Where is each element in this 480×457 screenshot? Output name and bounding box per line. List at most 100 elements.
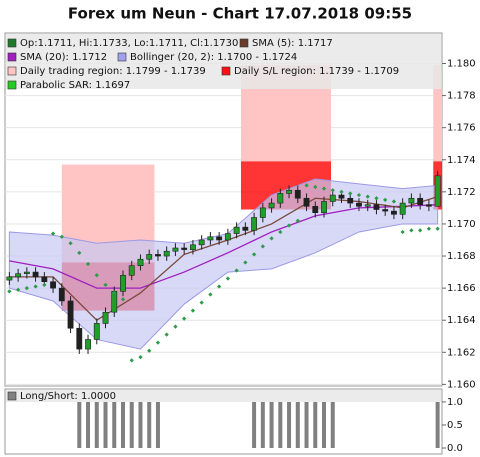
sar-dot [348, 191, 353, 196]
sar-dot [155, 340, 161, 345]
legend-swatch [7, 52, 17, 62]
candle-body [93, 323, 100, 340]
sar-dot [409, 228, 414, 233]
candle-body [408, 197, 415, 204]
legend-box [6, 34, 441, 89]
candle-body [259, 207, 266, 218]
sar-dot [234, 268, 239, 273]
candle-body [268, 202, 275, 209]
long-short-bar [269, 401, 274, 449]
long-short-bar [278, 401, 283, 449]
legend-label: Daily S/L region: 1.1739 - 1.1709 [234, 66, 399, 77]
sar-dot [260, 244, 265, 249]
candle-body [312, 205, 319, 214]
y-tick-label: 1.178 [447, 91, 476, 102]
long-short-bar [129, 401, 134, 449]
trading-region [433, 65, 442, 162]
candle-body [364, 204, 371, 207]
candle-body [417, 197, 424, 205]
long-short-bar [138, 401, 143, 449]
candle-body [85, 339, 91, 350]
sar-dot [138, 354, 143, 360]
lower-panel-title: Long/Short: 1.0000 [20, 391, 116, 402]
candle-body [120, 274, 126, 292]
candle-body [356, 202, 362, 207]
candle-body [277, 193, 284, 204]
sar-dot [400, 229, 405, 235]
sar-dot [129, 358, 134, 363]
long-short-bar [147, 401, 152, 449]
long-short-bar [86, 401, 91, 449]
legend-swatch [221, 66, 231, 76]
candle-body [50, 281, 56, 289]
legend-swatch [117, 52, 127, 62]
long-short-bar [287, 401, 292, 449]
sar-dot [374, 196, 379, 201]
y-tick-label: 0.5 [447, 420, 463, 431]
sar-dot [243, 260, 248, 265]
candle-body [207, 236, 214, 241]
candle-body [286, 189, 292, 194]
candle-body [102, 311, 109, 324]
sar-dot [295, 218, 300, 223]
candle-body [181, 247, 188, 250]
candle-body [32, 271, 39, 278]
candle-body [242, 226, 249, 231]
long-short-bar [313, 401, 318, 449]
sar-dot [286, 223, 292, 228]
legend-label: Parabolic SAR: 1.1697 [20, 80, 130, 91]
long-short-bar [322, 401, 327, 449]
candle-body [399, 202, 406, 215]
sar-dot [199, 300, 204, 305]
legend-label: SMA (5): 1.1717 [252, 38, 333, 49]
candle-body [23, 271, 30, 274]
candle-body [347, 197, 354, 204]
sar-dot [426, 226, 432, 231]
candle-body [128, 265, 135, 276]
candle-body [391, 210, 397, 215]
legend-label: Daily trading region: 1.1799 - 1.1739 [20, 66, 206, 77]
sar-dot [77, 250, 82, 255]
sar-dot [330, 188, 335, 193]
long-short-bar [435, 401, 440, 449]
candle-body [163, 250, 170, 257]
sar-dot [50, 231, 56, 236]
candle-body [6, 276, 13, 281]
y-tick-label: 0.0 [447, 443, 463, 454]
legend-swatch [239, 38, 249, 48]
legend-label: Op:1.1711, Hi:1.1733, Lo:1.1711, Cl:1.17… [20, 38, 238, 49]
candle-body [329, 194, 336, 202]
candle-body [425, 204, 432, 207]
candle-body [321, 201, 327, 214]
candle-body [216, 236, 223, 241]
legend-swatch [7, 38, 17, 48]
sar-dot [59, 234, 64, 239]
long-short-bar [155, 401, 160, 449]
long-short-bar [120, 401, 125, 449]
sar-dot [304, 183, 309, 188]
candle-body [172, 247, 179, 252]
candle-body [198, 239, 205, 246]
long-short-bar [304, 401, 309, 449]
y-tick-label: 1.0 [447, 397, 463, 408]
candle-body [58, 287, 65, 302]
legend-swatch [7, 66, 17, 76]
sar-dot [217, 284, 222, 289]
legend-box [6, 390, 441, 402]
y-tick-label: 1.162 [447, 347, 476, 358]
long-short-bar [94, 401, 99, 449]
y-tick-label: 1.172 [447, 187, 476, 198]
long-short-bar [260, 401, 265, 449]
sar-dot [339, 189, 344, 194]
sar-dot [365, 194, 370, 199]
candle-body [373, 204, 380, 210]
long-short-bar [330, 401, 335, 449]
legend-label: Bollinger (20, 2): 1.1700 - 1.1724 [130, 52, 297, 63]
candle-body [15, 273, 22, 278]
sar-dot [269, 236, 274, 241]
sar-dot [435, 226, 440, 231]
y-tick-label: 1.166 [447, 283, 476, 294]
sar-dot [321, 186, 327, 191]
sar-dot [383, 197, 388, 202]
sar-dot [418, 228, 423, 233]
